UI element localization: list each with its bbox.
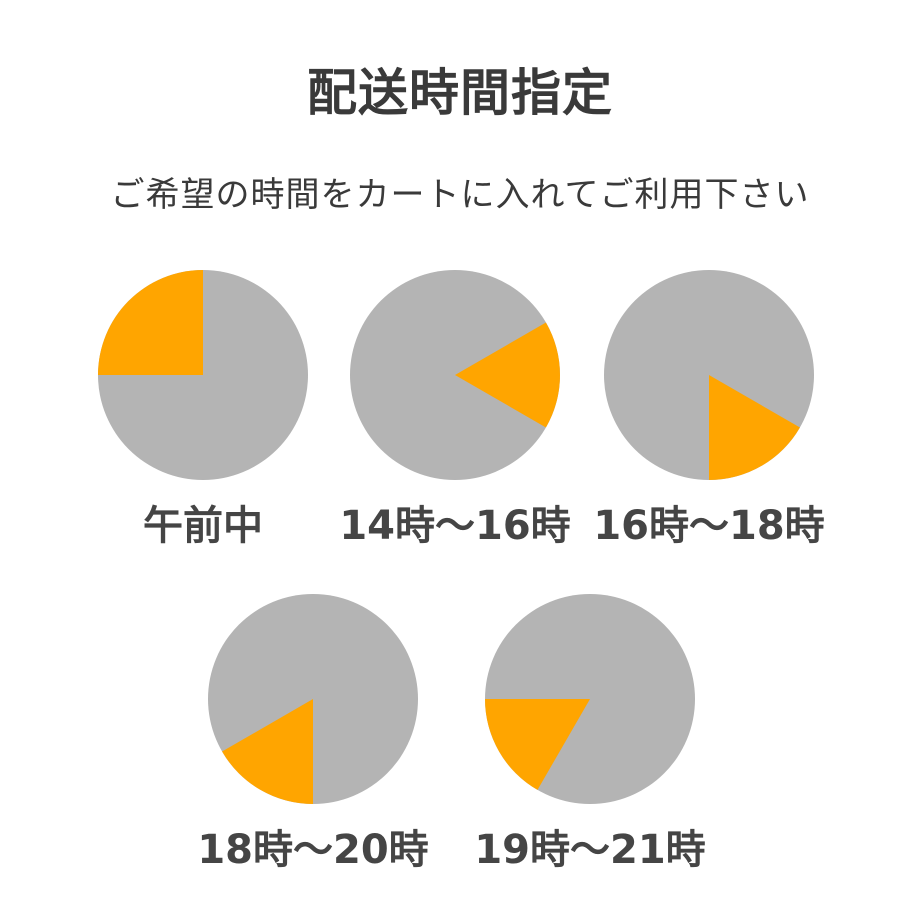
time-slot-label: 19時〜21時: [474, 827, 706, 873]
time-window-wedge: [98, 270, 203, 375]
clock-pie-icon: [350, 270, 560, 480]
time-slot-19-21: 19時〜21時: [460, 594, 720, 894]
time-slot-morning: 午前中: [73, 270, 333, 570]
time-slot-label: 午前中: [143, 503, 263, 549]
time-slot-label: 18時〜20時: [197, 827, 429, 873]
time-window-wedge: [485, 699, 590, 790]
time-slot-label: 14時〜16時: [339, 503, 571, 549]
clock-pie-icon: [208, 594, 418, 804]
time-slot-16-18: 16時〜18時: [579, 270, 839, 570]
page-subtitle: ご希望の時間をカートに入れてご利用下さい: [110, 175, 810, 215]
clock-pie-icon: [98, 270, 308, 480]
clock-pie-icon: [604, 270, 814, 480]
time-slot-18-20: 18時〜20時: [183, 594, 443, 894]
time-window-wedge: [222, 699, 313, 804]
time-window-wedge: [709, 375, 800, 480]
time-slot-14-16: 14時〜16時: [325, 270, 585, 570]
page-title: 配送時間指定: [307, 64, 613, 122]
clock-pie-icon: [485, 594, 695, 804]
time-window-wedge: [455, 322, 560, 428]
time-slot-label: 16時〜18時: [593, 503, 825, 549]
